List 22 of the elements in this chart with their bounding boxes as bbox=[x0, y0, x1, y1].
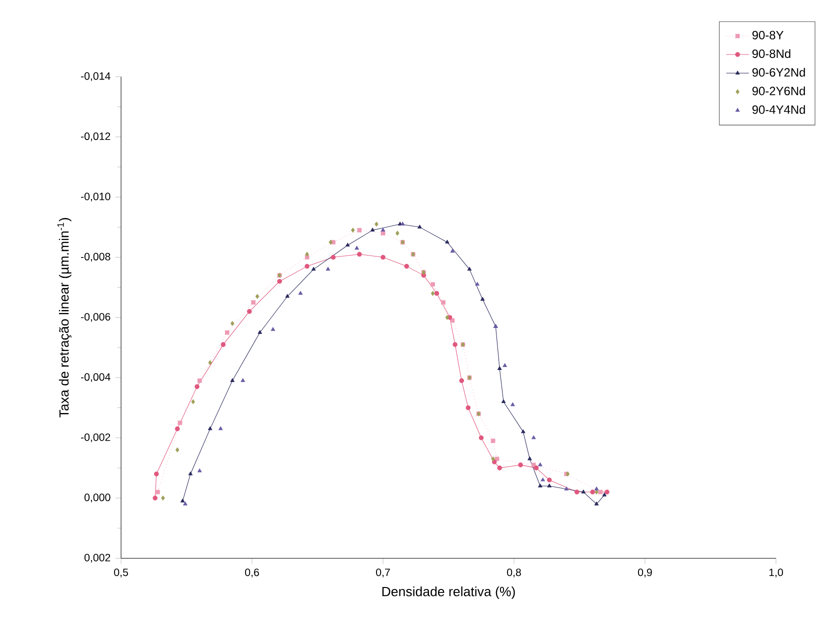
x-tick-label: 0,6 bbox=[245, 568, 259, 578]
x-tick-label: 1,0 bbox=[769, 568, 783, 578]
x-tick-label: 0,8 bbox=[507, 568, 521, 578]
y-tick-label: -0,012 bbox=[81, 132, 110, 142]
legend-label: 90-6Y2Nd bbox=[752, 68, 805, 77]
x-tick-label: 0,5 bbox=[114, 568, 128, 578]
y-tick-label: -0,004 bbox=[81, 373, 110, 382]
legend-label: 90-8Nd bbox=[752, 49, 790, 58]
y-tick-label: -0,008 bbox=[81, 252, 110, 262]
y-tick-label: -0,014 bbox=[81, 72, 110, 81]
legend-label: 90-8Y bbox=[752, 30, 784, 40]
y-axis-title: Taxa de retração linear (µm.min$^{-1}$) bbox=[57, 218, 72, 418]
x-axis-title: Densidade relativa (%) bbox=[382, 586, 515, 599]
y-tick-label: -0,010 bbox=[81, 192, 110, 202]
legend-label: 90-2Y6Nd bbox=[752, 86, 805, 96]
x-tick-label: 0,9 bbox=[638, 568, 652, 578]
y-tick-label: 0,000 bbox=[84, 494, 110, 502]
y-tick-label: -0,002 bbox=[81, 433, 110, 442]
y-tick-label: -0,006 bbox=[81, 312, 110, 322]
legend-label: 90-4Y4Nd bbox=[752, 104, 805, 114]
y-tick-label: 0,002 bbox=[84, 554, 110, 562]
x-tick-label: 0,7 bbox=[376, 568, 390, 578]
